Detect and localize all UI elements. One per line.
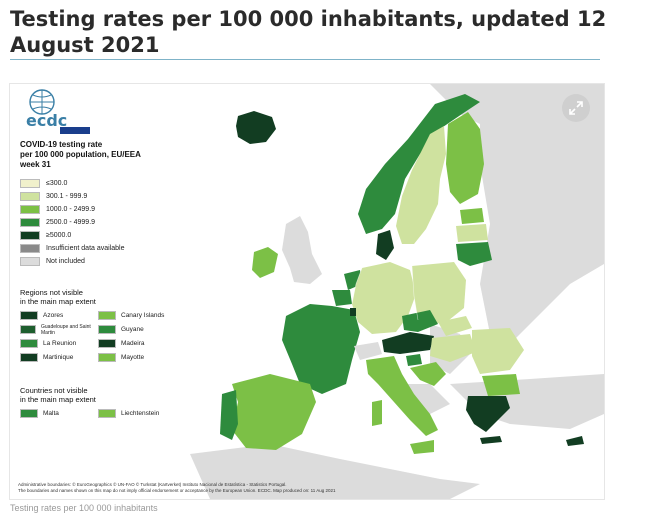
island-sardinia xyxy=(372,400,382,426)
title-divider xyxy=(10,59,600,60)
country-croatia[interactable] xyxy=(410,362,446,386)
country-slovenia[interactable] xyxy=(406,354,422,366)
region-item: Guadeloupe and Saint Martin xyxy=(20,324,98,336)
country-poland[interactable] xyxy=(412,262,466,324)
country-italy[interactable] xyxy=(366,356,438,436)
image-caption: Testing rates per 100 000 inhabitants xyxy=(10,503,158,513)
country-greece[interactable] xyxy=(466,396,510,432)
ecdc-logo xyxy=(22,88,82,136)
map-footer: Administrative boundaries: © EuroGeograp… xyxy=(18,482,336,493)
country-norway[interactable] xyxy=(358,94,480,234)
eu-flag-icon xyxy=(60,127,90,134)
legend-item: Not included xyxy=(20,256,85,267)
regions-title: Regions not visible in the main map exte… xyxy=(20,288,96,306)
country-switzerland[interactable] xyxy=(354,342,382,360)
island-crete xyxy=(480,436,502,444)
legend-item: 1000.0 - 2499.9 xyxy=(20,204,95,215)
country-denmark[interactable] xyxy=(376,230,394,260)
legend-item: 2500.0 - 4999.9 xyxy=(20,217,95,228)
legend-item: 300.1 - 999.9 xyxy=(20,191,87,202)
region-item: Mayotte xyxy=(98,352,144,363)
country-belgium[interactable] xyxy=(332,290,352,306)
region-item: Canary Islands xyxy=(98,310,164,321)
page-title: Testing rates per 100 000 inhabitants, u… xyxy=(10,7,607,57)
country-uk[interactable] xyxy=(282,216,322,284)
country-austria[interactable] xyxy=(382,332,434,354)
country-bulgaria[interactable] xyxy=(482,374,520,396)
country-czechia[interactable] xyxy=(402,310,438,332)
globe-icon xyxy=(29,89,55,115)
countries-title: Countries not visible in the main map ex… xyxy=(20,386,96,404)
country-lithuania[interactable] xyxy=(456,242,492,266)
country-spain[interactable] xyxy=(232,374,316,450)
country-france[interactable] xyxy=(282,304,360,394)
country-finland[interactable] xyxy=(446,112,484,204)
country-latvia[interactable] xyxy=(456,224,488,242)
country-cyprus[interactable] xyxy=(566,436,584,446)
country-germany[interactable] xyxy=(352,262,416,334)
region-item: Madeira xyxy=(98,338,144,349)
expand-icon xyxy=(569,101,583,115)
legend-item: Insufficient data available xyxy=(20,243,124,254)
country-estonia[interactable] xyxy=(460,208,484,224)
expand-button[interactable] xyxy=(562,94,590,122)
legend-title: COVID-19 testing rate per 100 000 popula… xyxy=(20,140,141,169)
legend-item: ≤300.0 xyxy=(20,178,67,189)
europe-map[interactable] xyxy=(10,84,604,499)
country-sweden[interactable] xyxy=(396,126,446,244)
region-item: La Reunion xyxy=(20,338,76,349)
region-item: Martinique xyxy=(20,352,73,363)
legend-item: ≥5000.0 xyxy=(20,230,71,241)
region-item: Guyane xyxy=(98,324,144,335)
map-frame[interactable]: ecdc COVID-19 testing rate per 100 000 p… xyxy=(9,83,605,500)
country-hungary[interactable] xyxy=(430,334,476,362)
country-slovakia[interactable] xyxy=(438,316,472,336)
country-item: Malta xyxy=(20,408,59,419)
country-luxembourg[interactable] xyxy=(350,308,356,316)
island-sicily xyxy=(410,440,434,454)
region-item: Azores xyxy=(20,310,63,321)
country-ireland[interactable] xyxy=(252,247,278,278)
country-iceland[interactable] xyxy=(236,111,276,144)
country-portugal[interactable] xyxy=(220,390,238,440)
country-romania[interactable] xyxy=(472,328,524,374)
country-item: Liechtenstein xyxy=(98,408,159,419)
logo-text: ecdc xyxy=(26,111,68,130)
